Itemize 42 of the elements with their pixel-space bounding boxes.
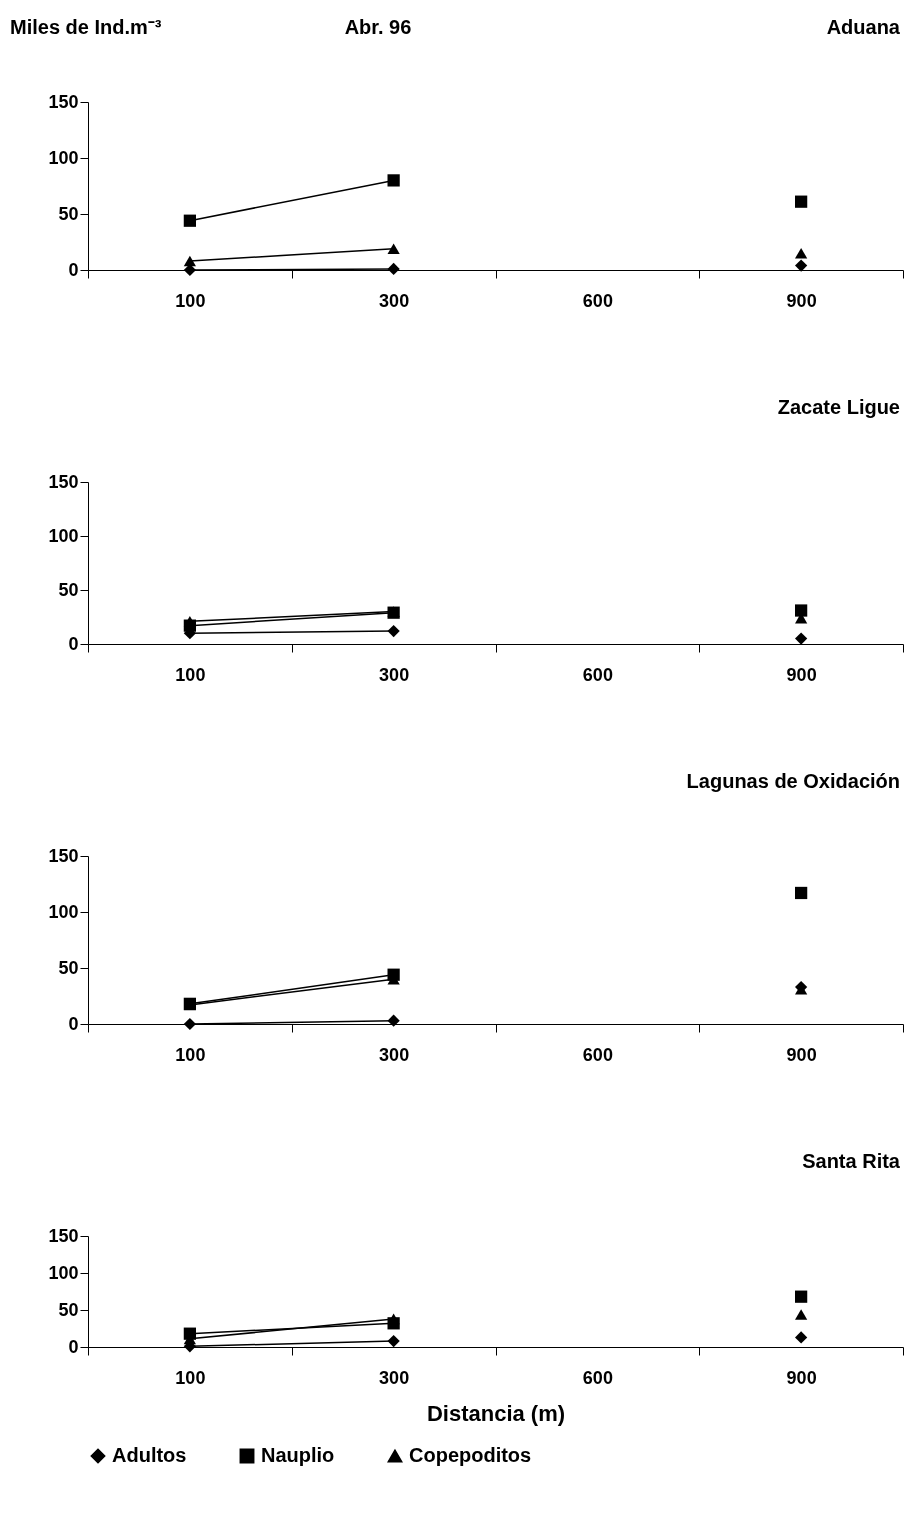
y-tick-label: 0 (68, 1336, 79, 1357)
x-tick-label: 600 (582, 664, 613, 685)
x-tick-label: 900 (786, 664, 817, 685)
x-tick-label: 600 (582, 290, 613, 311)
y-tick-label: 100 (48, 147, 79, 168)
x-tick-label: 900 (786, 1044, 817, 1065)
legend-label: Copepoditos (409, 1444, 532, 1466)
chart-title: Aduana (826, 16, 901, 38)
y-tick-label: 150 (48, 471, 79, 492)
x-tick-label: 600 (582, 1367, 613, 1388)
x-tick-label: 100 (175, 290, 206, 311)
y-tick-label: 150 (48, 845, 79, 866)
y-tick-label: 50 (58, 1299, 79, 1320)
legend-label: Adultos (112, 1444, 187, 1466)
y-axis-title: Miles de Ind.m⁻³ (10, 16, 162, 38)
x-tick-label: 300 (379, 1367, 410, 1388)
y-tick-label: 50 (58, 957, 79, 978)
y-tick-label: 0 (68, 1013, 79, 1034)
x-tick-label: 900 (786, 290, 817, 311)
x-tick-label: 300 (379, 290, 410, 311)
text: Abr. 96 (344, 16, 412, 38)
legend-label: Nauplio (261, 1444, 335, 1466)
x-tick-label: 300 (379, 1044, 410, 1065)
y-tick-label: 50 (58, 579, 79, 600)
x-tick-label: 600 (582, 1044, 613, 1065)
y-tick-label: 0 (68, 259, 79, 280)
x-tick-label: 100 (175, 664, 206, 685)
y-tick-label: 150 (48, 91, 79, 112)
x-axis-title: Distancia (m) (426, 1400, 566, 1426)
x-tick-label: 900 (786, 1367, 817, 1388)
x-tick-label: 300 (379, 664, 410, 685)
chart-title: Lagunas de Oxidación (686, 770, 900, 792)
y-tick-label: 100 (48, 901, 79, 922)
chart-title: Santa Rita (802, 1150, 901, 1172)
x-tick-label: 100 (175, 1367, 206, 1388)
y-tick-label: 100 (48, 1262, 79, 1283)
y-tick-label: 100 (48, 525, 79, 546)
y-tick-label: 150 (48, 1225, 79, 1246)
x-tick-label: 100 (175, 1044, 206, 1065)
chart-title: Zacate Ligue (777, 396, 900, 418)
y-tick-label: 0 (68, 633, 79, 654)
y-tick-label: 50 (58, 203, 79, 224)
